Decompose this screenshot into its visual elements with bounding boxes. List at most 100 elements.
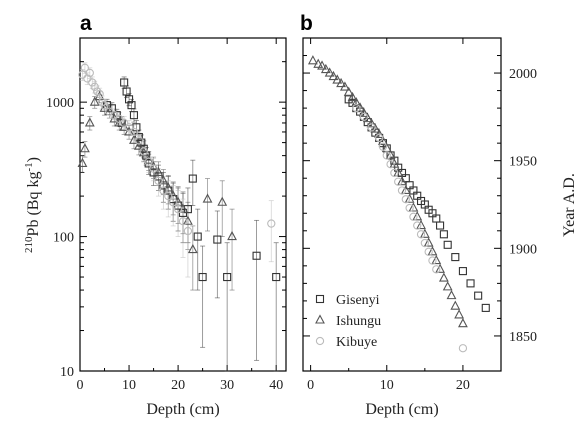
data-point: [99, 102, 110, 112]
data-point: [401, 195, 410, 204]
data-point: [438, 272, 449, 282]
data-point: [223, 272, 232, 282]
data-point: [188, 174, 197, 183]
data-point: [77, 157, 88, 167]
panel-a-points: [77, 63, 281, 282]
x-tick-label: 10: [380, 378, 394, 393]
panel-b-ticks: 0 10 20 1850 1900 1950 2000: [303, 37, 537, 393]
data-point: [451, 253, 460, 262]
data-point: [362, 112, 373, 123]
data-point: [442, 281, 453, 291]
data-point: [90, 82, 99, 91]
data-point: [100, 100, 109, 110]
data-point: [366, 118, 377, 128]
panel-a-frame: [79, 37, 287, 372]
data-point: [404, 193, 415, 203]
data-point: [397, 186, 407, 195]
data-point: [178, 203, 188, 213]
data-point: [474, 291, 483, 300]
data-point: [339, 81, 350, 91]
y-tick-label: 2000: [509, 67, 537, 82]
data-point: [446, 289, 457, 300]
data-point: [124, 123, 134, 132]
data-point: [359, 107, 369, 117]
data-point: [95, 89, 104, 99]
data-point: [393, 167, 404, 177]
data-point: [198, 272, 207, 282]
data-point: [164, 191, 173, 201]
x-tick-label: 30: [220, 378, 234, 393]
data-point: [439, 230, 448, 239]
data-point: [252, 251, 261, 260]
data-point: [149, 164, 158, 173]
data-point: [134, 136, 144, 145]
data-point: [127, 101, 136, 110]
panel-b-xlabel: Depth (cm): [365, 401, 438, 418]
panel-a-ylabel-close: ): [25, 157, 42, 162]
data-point: [129, 134, 139, 144]
data-point: [267, 219, 276, 228]
data-point: [378, 142, 388, 151]
panel-b-letter: b: [300, 12, 313, 35]
data-point: [351, 97, 362, 107]
legend-marker: [315, 314, 325, 324]
data-point: [324, 67, 335, 77]
panel-b-frame: [302, 37, 502, 372]
data-point: [390, 168, 399, 178]
data-point: [182, 215, 193, 225]
data-point: [385, 149, 396, 159]
data-point: [389, 158, 400, 168]
data-point: [104, 105, 115, 116]
data-point: [272, 272, 281, 282]
x-tick-label: 0: [307, 378, 314, 393]
data-point: [320, 63, 331, 74]
data-point: [158, 175, 169, 185]
data-point: [436, 221, 445, 230]
data-point: [115, 114, 124, 124]
data-point: [420, 238, 429, 248]
data-point: [134, 132, 143, 142]
legend-marker: [315, 294, 325, 304]
data-point: [313, 58, 324, 68]
data-point: [124, 95, 134, 104]
data-point: [458, 318, 468, 328]
data-point: [129, 111, 139, 120]
data-point: [163, 182, 174, 192]
data-point: [129, 127, 139, 137]
data-point: [187, 243, 198, 254]
data-point: [423, 237, 434, 247]
data-point: [85, 68, 94, 78]
data-point: [227, 230, 237, 241]
data-point: [80, 63, 90, 72]
data-point: [450, 300, 461, 310]
data-point: [347, 91, 358, 102]
data-point: [416, 230, 426, 239]
data-point: [183, 205, 192, 214]
data-point: [202, 193, 213, 203]
panel-a-ylabel: 210Pb (Bq kg-1): [23, 157, 42, 253]
y-tick-label: 1850: [509, 330, 537, 345]
data-point: [458, 267, 467, 276]
data-point: [386, 160, 395, 169]
data-point: [343, 86, 354, 96]
panel-a-ylabel-unit-exp: -1: [23, 162, 35, 171]
data-point: [435, 263, 445, 273]
data-point: [159, 186, 168, 195]
data-point: [397, 176, 407, 186]
legend-label: Kibuye: [336, 335, 377, 350]
data-point: [317, 60, 327, 70]
legend-marker: [315, 336, 325, 346]
data-point: [83, 74, 92, 83]
x-tick-label: 10: [122, 378, 136, 393]
data-point: [79, 143, 90, 153]
data-point: [375, 133, 384, 143]
x-tick-label: 40: [269, 378, 283, 393]
y-tick-label: 1900: [509, 242, 537, 257]
data-point: [400, 184, 411, 195]
data-point: [427, 246, 438, 256]
panel-b-points: [307, 55, 490, 353]
data-point: [93, 87, 102, 96]
